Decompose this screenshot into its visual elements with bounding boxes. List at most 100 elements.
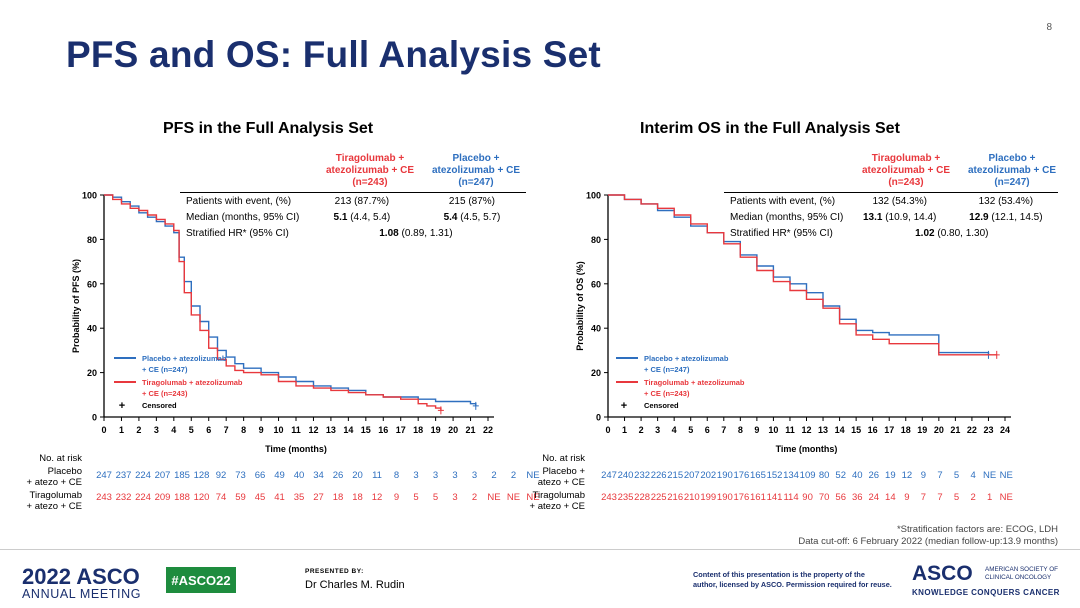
os-events-label: Patients with event, (%) <box>730 195 836 207</box>
os-risk-placebo-value: 9 <box>921 470 926 481</box>
os-y-axis-label: Probability of OS (%) <box>575 261 585 351</box>
os-events-tira: 132 (54.3%) <box>872 195 927 207</box>
os-risk-placebo-value: 240 <box>618 470 634 481</box>
os-risk-placebo-value: 152 <box>767 470 783 481</box>
pfs-x-tick-label: 12 <box>308 425 318 435</box>
os-x-tick-label: 13 <box>818 425 828 435</box>
os-risk-tira-value: 161 <box>750 492 766 503</box>
os-hr-label: Stratified HR* (95% CI) <box>730 227 833 239</box>
pfs-hr-value: 1.08 (0.89, 1.31) <box>379 227 453 239</box>
os-x-tick-label: 22 <box>967 425 977 435</box>
pfs-stats-table: Patients with event, (%) 213 (87.7%) 215… <box>180 192 526 241</box>
footnote-cutoff: Data cut-off: 6 February 2022 (median fo… <box>798 536 1058 547</box>
pfs-hr-label: Stratified HR* (95% CI) <box>186 227 289 239</box>
os-x-tick-label: 15 <box>851 425 861 435</box>
os-risk-tira-value: 114 <box>783 492 798 503</box>
pfs-risk-tira-value: 188 <box>174 492 190 503</box>
os-risk-placebo-value: 4 <box>970 470 975 481</box>
pfs-x-tick-label: 10 <box>274 425 284 435</box>
os-risk-placebo-value: 7 <box>937 470 942 481</box>
pfs-x-tick-label: 8 <box>241 425 246 435</box>
pfs-risk-placebo-value: 26 <box>333 470 344 481</box>
os-y-tick-label: 20 <box>591 368 601 378</box>
pfs-risk-tira-label: Tiragolumab + atezo + CE <box>26 490 82 512</box>
pfs-risk-placebo-value: 207 <box>155 470 171 481</box>
pfs-events-tira: 213 (87.7%) <box>334 195 390 207</box>
os-y-tick-label: 0 <box>596 413 601 423</box>
pfs-risk-placebo-value: 20 <box>352 470 363 481</box>
os-legend-censored-label: Censored <box>644 401 679 410</box>
meeting-logo-year: 2022 ASCO <box>22 564 140 589</box>
pfs-median-label: Median (months, 95% CI) <box>186 211 300 223</box>
os-median-plac: 12.9 (12.1, 14.5) <box>969 211 1043 223</box>
os-censor-mark <box>993 350 1000 359</box>
pfs-risk-placebo-value: 185 <box>174 470 190 481</box>
os-panel-title: Interim OS in the Full Analysis Set <box>640 120 900 137</box>
pfs-risk-placebo-value: 2 <box>511 470 516 481</box>
os-x-tick-label: 7 <box>721 425 726 435</box>
os-risk-tira-value: 7 <box>937 492 942 503</box>
pfs-risk-tira-value: 18 <box>352 492 363 503</box>
pfs-risk-placebo-value: 49 <box>274 470 285 481</box>
pfs-risk-tira-value: 59 <box>235 492 246 503</box>
asco-logo: ASCO <box>912 562 973 585</box>
os-x-tick-label: 19 <box>917 425 927 435</box>
pfs-legend-placebo-line1: Placebo + atezolizumab <box>142 354 227 363</box>
pfs-risk-tira-value: 3 <box>452 492 457 503</box>
os-x-tick-label: 23 <box>983 425 993 435</box>
pfs-events-plac: 215 (87%) <box>448 195 496 207</box>
pfs-risk-tira-value: 209 <box>155 492 171 503</box>
os-hr-value: 1.02 (0.80, 1.30) <box>915 227 989 239</box>
slide-number: 8 <box>1046 22 1052 33</box>
pfs-risk-placebo-value: 3 <box>472 470 477 481</box>
pfs-censor-mark <box>437 406 444 415</box>
os-legend-tira-line2: + CE (n=243) <box>644 389 690 398</box>
os-risk-placebo-value: 12 <box>902 470 913 481</box>
pfs-x-tick-label: 2 <box>136 425 141 435</box>
pfs-censor-mark <box>472 401 479 410</box>
os-hr-row: Stratified HR* (95% CI) 1.02 (0.80, 1.30… <box>724 225 1058 241</box>
pfs-x-tick-label: 7 <box>224 425 229 435</box>
os-x-tick-label: 10 <box>768 425 778 435</box>
pfs-median-row: Median (months, 95% CI) 5.1 (4.4, 5.4) 5… <box>180 209 526 225</box>
pfs-risk-tira-value: 224 <box>135 492 151 503</box>
pfs-risk-tira-value: 2 <box>472 492 477 503</box>
pfs-x-tick-label: 16 <box>378 425 388 435</box>
os-median-row: Median (months, 95% CI) 13.1 (10.9, 14.4… <box>724 209 1058 225</box>
pfs-x-tick-label: 17 <box>396 425 406 435</box>
os-risk-placebo-value: 247 <box>601 470 617 481</box>
os-median-tira: 13.1 (10.9, 14.4) <box>862 211 937 223</box>
pfs-x-axis-label: Time (months) <box>265 444 327 454</box>
os-x-tick-label: 0 <box>605 425 610 435</box>
asco-society-line1: AMERICAN SOCIETY OF <box>985 566 1059 573</box>
content-notice: Content of this presentation is the prop… <box>693 570 892 590</box>
pfs-risk-placebo-value: 73 <box>235 470 246 481</box>
os-median-label: Median (months, 95% CI) <box>730 211 844 223</box>
pfs-risk-placebo-value: 11 <box>372 470 382 481</box>
pfs-x-tick-label: 4 <box>171 425 176 435</box>
os-x-tick-label: 14 <box>835 425 845 435</box>
os-risk-placebo-value: 190 <box>717 470 733 481</box>
os-risk-placebo-value: 207 <box>684 470 700 481</box>
os-legend-tira-line1: Tiragolumab + atezolizumab <box>644 378 745 387</box>
os-risk-placebo-value: 215 <box>667 470 683 481</box>
pfs-risk-placebo-value: 3 <box>433 470 438 481</box>
os-tira-header: Tiragolumab + atezolizumab + CE (n=243) <box>861 153 951 188</box>
os-legend-placebo-line2: + CE (n=247) <box>644 365 690 374</box>
os-y-tick-label: 80 <box>591 235 601 245</box>
pfs-risk-tira-value: NE <box>487 492 500 503</box>
os-risk-tira-value: 56 <box>835 492 846 503</box>
pfs-risk-placebo-value: 247 <box>96 470 112 481</box>
os-x-tick-label: 18 <box>901 425 911 435</box>
asco-tagline: KNOWLEDGE CONQUERS CANCER <box>912 588 1060 597</box>
pfs-risk-tira-value: 18 <box>333 492 344 503</box>
os-risk-tira-value: 176 <box>733 492 749 503</box>
os-x-tick-label: 17 <box>884 425 894 435</box>
footer: 2022 ASCO ANNUAL MEETING #ASCO22 PRESENT… <box>0 549 1080 608</box>
os-risk-tira-value: 216 <box>667 492 683 503</box>
pfs-x-tick-label: 22 <box>483 425 493 435</box>
os-risk-tira-value: 141 <box>767 492 783 503</box>
pfs-risk-plac-label: Placebo + atezo + CE <box>26 466 82 488</box>
pfs-x-tick-label: 1 <box>119 425 124 435</box>
